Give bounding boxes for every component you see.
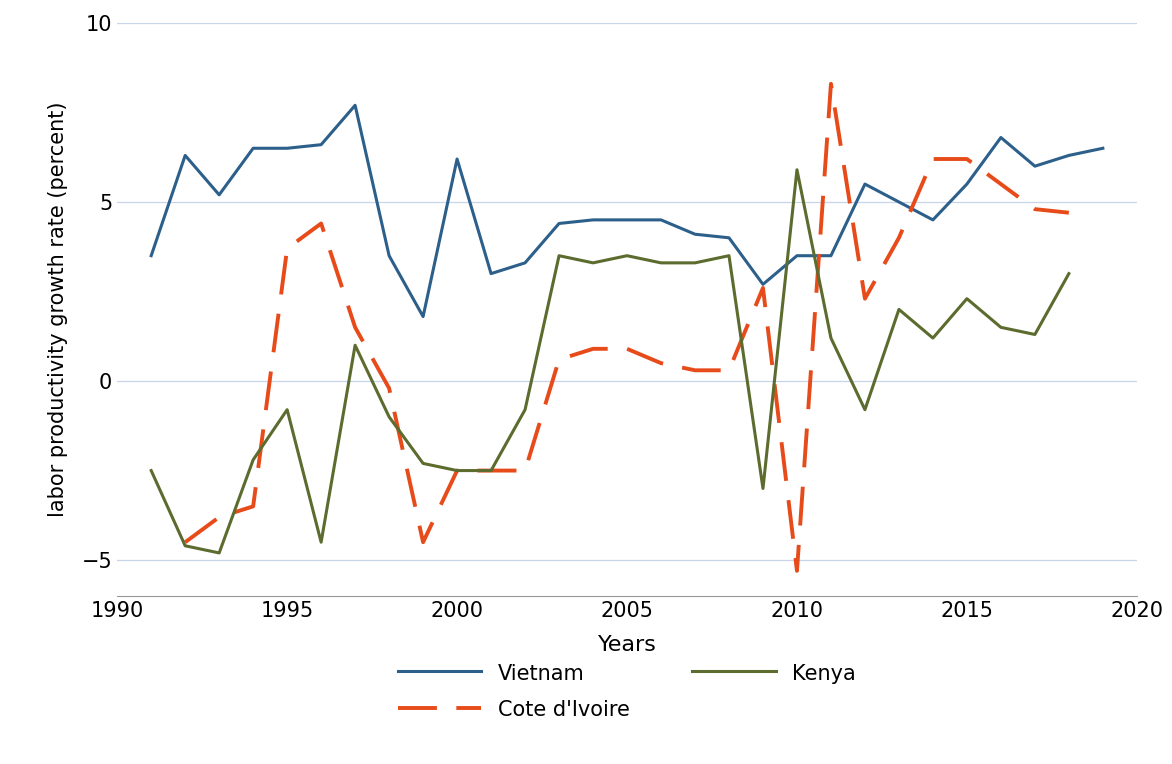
X-axis label: Years: Years [598, 635, 656, 655]
Legend: Vietnam, Cote d'Ivoire, Kenya: Vietnam, Cote d'Ivoire, Kenya [389, 654, 865, 729]
Y-axis label: labor productivity growth rate (percent): labor productivity growth rate (percent) [48, 102, 68, 517]
